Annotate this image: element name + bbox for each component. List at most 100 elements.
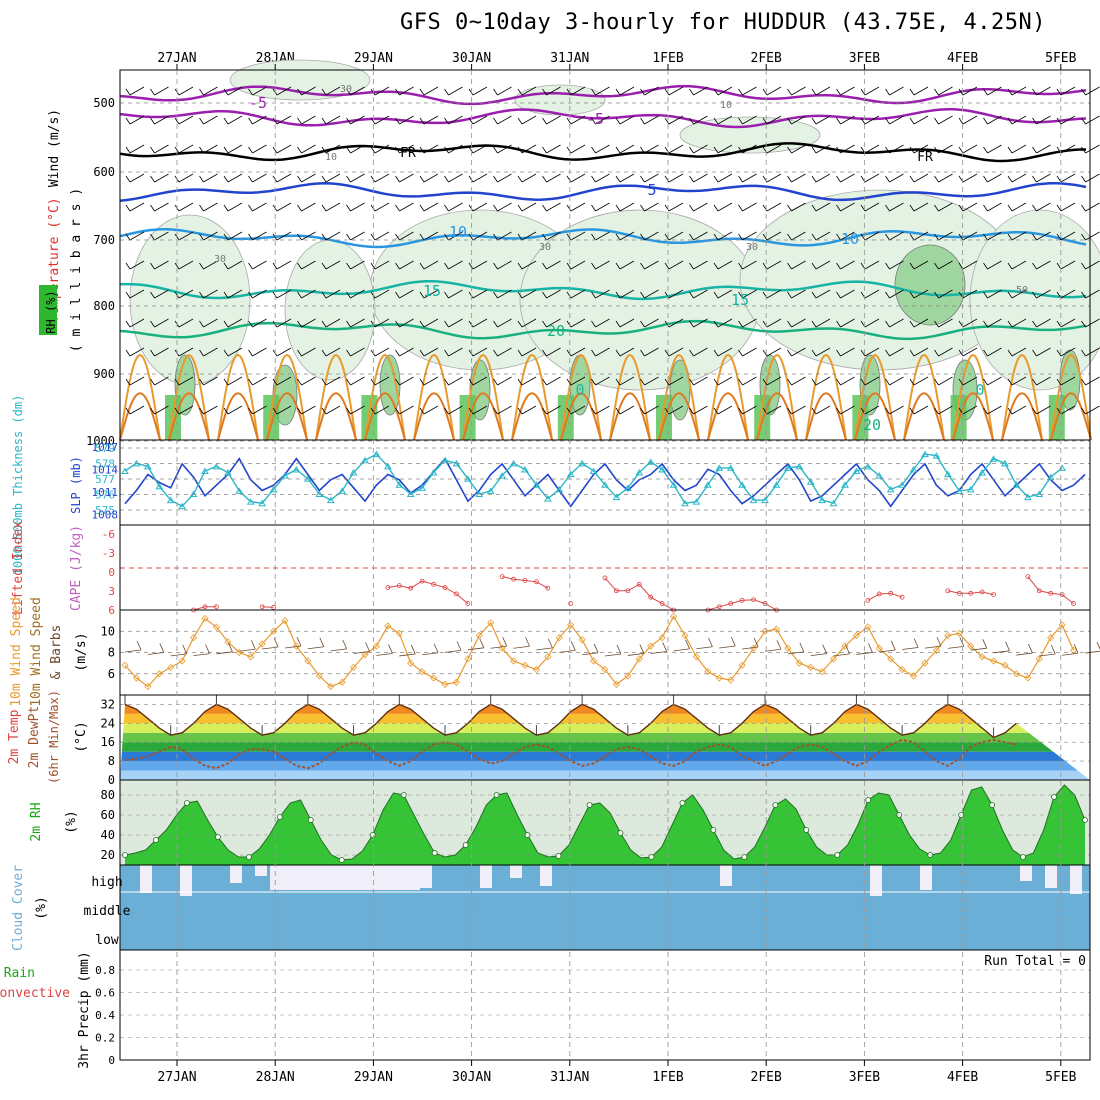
wind-barb <box>297 231 316 241</box>
wind-tick: 6 <box>108 667 115 681</box>
wind-speed-point <box>624 672 632 680</box>
wind-barb <box>713 405 733 415</box>
wind-barb-10m <box>833 644 850 657</box>
isotherm-line <box>119 182 1087 202</box>
thickness-point <box>1023 493 1032 501</box>
wind-barb <box>346 115 365 125</box>
wind-barb <box>591 231 610 241</box>
wind-barb <box>370 405 390 415</box>
wind-barb <box>174 260 194 270</box>
wind-barb-10m <box>147 643 165 655</box>
wind-barb-10m <box>1016 643 1033 656</box>
date-label-bottom: 3FEB <box>849 1070 880 1085</box>
wind-barb <box>248 347 267 357</box>
wind-barb <box>934 289 953 299</box>
thickness-point <box>635 469 644 476</box>
wind-speed-point <box>247 653 255 661</box>
wind-barb <box>321 318 341 328</box>
wind-barb <box>836 405 855 415</box>
wind-barb <box>395 405 414 415</box>
wind-barb <box>787 318 806 328</box>
wind-barb <box>934 144 953 154</box>
lifted-index-point <box>568 601 574 606</box>
lifted-index-point <box>419 578 425 584</box>
wind-barb <box>958 115 978 125</box>
dew2m-axis-label: 2m DewPt <box>27 706 42 769</box>
wind-barb <box>615 144 635 154</box>
date-label-bottom: 5FEB <box>1045 1070 1076 1085</box>
wind-barb <box>762 115 782 125</box>
wind-barb <box>1056 376 1076 386</box>
rh-contour-label: 30 <box>746 242 758 253</box>
rh-line <box>124 784 1086 861</box>
wind-barb <box>885 173 904 183</box>
precip-tick: 0.4 <box>95 1009 115 1022</box>
isotherm-arch-inner <box>903 392 945 441</box>
wind-barb <box>885 86 904 96</box>
wind-barb <box>983 260 1002 270</box>
wind-barb <box>419 86 439 96</box>
isotherm-arch <box>707 353 749 441</box>
wind-speed-point <box>1058 621 1066 629</box>
wind-barb-10m <box>513 637 530 649</box>
wind-barb <box>713 86 733 96</box>
wind-barb <box>174 376 194 386</box>
pressure-tick: 700 <box>93 233 115 247</box>
thickness-point <box>143 462 152 470</box>
wind-speed-point <box>658 634 666 642</box>
thickness-line <box>124 453 1063 508</box>
cloud-level-label: low <box>95 933 119 948</box>
wind-barb <box>1032 86 1051 96</box>
wind-barb-10m <box>399 644 416 657</box>
wind-barb <box>517 144 537 154</box>
wind-barb-10m <box>1062 644 1079 656</box>
wind-barb <box>983 202 1002 212</box>
isotherm-line <box>119 228 1087 249</box>
wind-barb-10m <box>604 644 622 657</box>
lifted-index-axis-label: Lifted Index <box>11 521 26 615</box>
wind-barb <box>615 202 635 212</box>
wind-speed-point <box>452 678 460 686</box>
wind-speed-point <box>875 644 883 652</box>
wind-barb-10m <box>467 638 485 651</box>
wind-barb <box>958 347 978 357</box>
wind-barb <box>150 405 169 415</box>
wind-barb <box>983 376 1002 386</box>
isotherm-label: 20 <box>863 416 881 434</box>
wind-barb-10m <box>239 640 256 652</box>
wind-speed-point <box>692 653 700 661</box>
thickness-point <box>852 467 861 474</box>
thickness-point <box>258 499 267 507</box>
lifted-index-line <box>947 590 994 596</box>
freezing-level-label: FR <box>400 146 416 161</box>
rh-point <box>184 800 190 806</box>
wind-barb <box>272 144 292 154</box>
wind-barb <box>591 289 610 299</box>
wind-speed-point <box>292 642 300 650</box>
rh-point <box>215 834 221 840</box>
wind-barb <box>493 318 512 328</box>
wind-speed-point <box>612 680 620 688</box>
wind-barb <box>395 86 414 96</box>
wind-barb <box>860 173 880 183</box>
wind-barb <box>297 173 316 183</box>
wind-speed-point <box>1070 646 1078 654</box>
wind-barb <box>419 115 439 125</box>
wind-barb <box>346 376 365 386</box>
wind-barb <box>591 347 610 357</box>
temp-2m-line <box>124 703 1017 739</box>
wind-barb <box>689 376 708 386</box>
temp-tick: 32 <box>101 697 115 711</box>
wind-barb <box>272 405 292 415</box>
wind-barb <box>591 144 610 154</box>
thickness-point <box>875 472 884 479</box>
wind-barb <box>1032 289 1051 299</box>
isotherm-arch-inner <box>462 392 504 441</box>
cloud-gap <box>140 865 152 893</box>
wind-speed-point <box>395 629 403 637</box>
wind-barb <box>1081 405 1100 415</box>
wind-barb <box>640 86 659 96</box>
rh-point <box>555 853 562 859</box>
wind-speed-point <box>487 619 495 627</box>
thickness-point <box>909 465 918 473</box>
